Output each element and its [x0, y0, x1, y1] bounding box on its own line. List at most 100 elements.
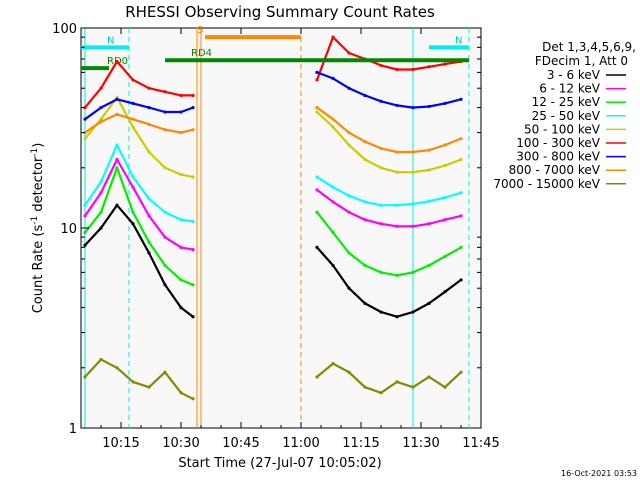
data-point-8-0-3: [131, 380, 135, 384]
series-line-1-1: [316, 189, 462, 228]
data-point-2-1-7: [427, 263, 431, 268]
y-tick-label-1: 10: [60, 222, 77, 237]
data-point-3-1-4: [379, 203, 383, 207]
data-point-1-1-7: [427, 222, 431, 226]
data-point-5-1-4: [379, 63, 383, 68]
data-point-6-1-2: [347, 86, 351, 90]
data-point-8-0-4: [147, 385, 151, 389]
data-point-3-1-3: [363, 200, 367, 204]
state-bars: N N RD0 RD4 S: [81, 25, 469, 71]
legend-header-2: FDecim 1, Att 0: [535, 54, 628, 68]
data-point-4-0-0: [83, 136, 87, 141]
series-line-4-0: [84, 96, 194, 178]
data-point-0-1-7: [427, 301, 431, 305]
legend-label-3: 25 - 50 keV: [532, 109, 601, 123]
data-point-7-1-4: [379, 146, 383, 151]
data-point-7-1-2: [347, 130, 351, 135]
data-point-1-0-3: [131, 185, 135, 189]
data-point-6-1-7: [427, 104, 431, 109]
data-point-7-1-9: [459, 136, 463, 141]
data-point-8-1-5: [395, 380, 399, 384]
series-line-2-1: [316, 211, 462, 277]
data-point-2-1-2: [347, 251, 351, 255]
series-line-8-0: [84, 358, 194, 400]
data-point-7-1-3: [363, 140, 367, 144]
data-point-8-1-6: [411, 385, 415, 389]
data-point-4-0-4: [147, 150, 151, 154]
x-tick-label-6: 11:45: [462, 436, 499, 451]
data-point-4-1-3: [363, 157, 367, 162]
axes: 10:15 10:30 10:45 11:00 11:15 11:30 11:45 1 10 10…: [52, 22, 500, 451]
data-point-1-1-9: [459, 214, 463, 218]
data-point-0-0-5: [163, 283, 167, 287]
data-point-5-1-8: [443, 62, 447, 66]
data-point-7-0-1: [99, 120, 103, 124]
data-point-6-0-7: [191, 105, 195, 110]
data-point-8-0-5: [163, 370, 167, 374]
data-point-0-1-0: [315, 245, 319, 249]
data-point-2-1-4: [379, 270, 383, 274]
series-line-4-1: [316, 111, 462, 174]
data-point-4-1-4: [379, 166, 383, 170]
series-3: [83, 143, 463, 223]
data-point-4-0-3: [131, 125, 135, 129]
data-point-7-1-0: [315, 105, 319, 110]
x-tick-label-1: 10:30: [162, 436, 199, 451]
data-point-6-1-3: [363, 93, 367, 98]
data-point-6-1-8: [443, 101, 447, 105]
data-point-4-1-0: [315, 110, 319, 114]
data-point-2-0-4: [147, 240, 151, 244]
data-point-1-0-2: [115, 157, 119, 162]
data-point-1-0-0: [83, 214, 87, 218]
data-point-5-1-7: [427, 65, 431, 69]
data-point-8-0-6: [179, 391, 183, 395]
data-point-1-1-1: [331, 200, 335, 204]
data-point-7-0-3: [131, 117, 135, 121]
data-point-7-0-4: [147, 122, 151, 126]
data-point-8-0-1: [99, 357, 103, 362]
data-point-6-0-3: [131, 101, 135, 105]
series-0: [83, 203, 463, 319]
x-tick-label-4: 11:15: [342, 436, 379, 451]
data-point-8-0-2: [115, 366, 119, 370]
data-point-1-0-6: [179, 245, 183, 249]
data-point-1-0-7: [191, 247, 195, 252]
series-line-7-1: [316, 106, 462, 154]
data-point-7-1-8: [443, 143, 447, 147]
data-point-2-1-8: [443, 254, 447, 259]
data-point-5-1-0: [315, 78, 319, 82]
data-point-6-1-6: [411, 105, 415, 110]
data-point-0-1-2: [347, 286, 351, 290]
data-point-3-1-8: [443, 195, 447, 200]
x-tick-label-0: 10:15: [102, 436, 139, 451]
legend-label-0: 3 - 6 keV: [547, 68, 601, 82]
data-point-6-0-0: [83, 117, 87, 121]
data-point-7-1-6: [411, 150, 415, 154]
data-point-6-1-5: [395, 103, 399, 108]
legend-label-5: 100 - 300 keV: [516, 136, 600, 150]
state-bar-label-3: RD4: [191, 48, 212, 59]
data-point-4-1-6: [411, 170, 415, 174]
data-point-6-1-1: [331, 76, 335, 80]
data-point-0-0-6: [179, 305, 183, 310]
series-line-5-1: [315, 36, 462, 81]
data-point-6-0-6: [179, 110, 183, 114]
data-point-3-0-3: [131, 175, 135, 179]
data-point-1-1-4: [379, 222, 383, 226]
data-point-2-1-6: [411, 270, 415, 274]
data-point-0-1-8: [443, 290, 447, 294]
data-point-2-0-6: [179, 278, 183, 282]
series-lines: [83, 35, 463, 401]
data-point-2-0-7: [191, 283, 195, 287]
legend-label-2: 12 - 25 keV: [532, 95, 601, 109]
y-tick-label-0: 1: [69, 422, 77, 437]
y-axis-label-exponent-2: -1: [30, 148, 40, 157]
data-point-0-0-3: [131, 222, 135, 226]
data-point-8-0-0: [83, 375, 87, 379]
data-point-8-1-1: [331, 361, 335, 366]
data-point-3-0-0: [83, 203, 87, 207]
data-point-7-0-2: [115, 112, 119, 116]
x-tick-label-5: 11:30: [402, 436, 439, 451]
data-point-5-0-4: [147, 86, 151, 90]
